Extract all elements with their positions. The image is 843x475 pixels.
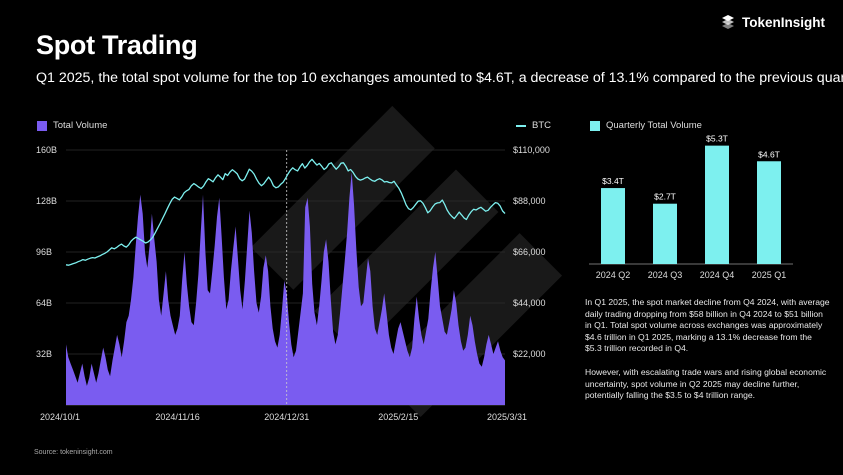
y-right-tick-label: $44,000	[513, 298, 546, 308]
y-left-tick-label: 32B	[36, 349, 52, 359]
y-right-tick-label: $110,000	[513, 145, 550, 155]
bar-category-label: 2025 Q1	[752, 270, 787, 280]
x-tick-label: 2024/11/16	[155, 412, 199, 422]
page-title: Spot Trading	[36, 30, 198, 60]
x-tick-label: 2025/2/15	[378, 412, 418, 422]
bar-value-label: $4.6T	[758, 149, 780, 159]
legend-quarterly: Quarterly Total Volume	[590, 120, 702, 131]
btc-price-line	[65, 158, 506, 266]
x-tick-label: 2025/3/31	[487, 412, 527, 422]
brand-logo: TokenInsight	[720, 14, 825, 30]
page-subtitle: Q1 2025, the total spot volume for the t…	[36, 70, 843, 86]
y-left-tick-label: 160B	[36, 145, 57, 155]
y-right-tick-label: $22,000	[513, 349, 546, 359]
bar-category-label: 2024 Q2	[596, 270, 631, 280]
description-paragraph-1: In Q1 2025, the spot market decline from…	[585, 297, 830, 354]
legend-volume-swatch	[37, 120, 47, 131]
bar-category-label: 2024 Q4	[700, 270, 735, 280]
bar-value-label: $3.4T	[602, 176, 624, 186]
bar	[653, 203, 677, 264]
y-left-tick-label: 96B	[36, 247, 52, 257]
x-tick-label: 2024/10/1	[40, 412, 80, 422]
description-paragraph-2: However, with escalating trade wars and …	[585, 366, 827, 401]
legend-volume-label: Total Volume	[53, 120, 108, 131]
volume-area	[66, 172, 505, 405]
bar	[757, 161, 781, 264]
legend-btc-label: BTC	[532, 120, 551, 131]
bar-value-label: $2.7T	[654, 192, 676, 202]
brand-name: TokenInsight	[742, 14, 825, 30]
description: In Q1 2025, the spot market decline from…	[585, 297, 830, 414]
tokeninsight-logo-icon	[722, 15, 734, 29]
legend-btc-line	[516, 124, 526, 127]
bar	[601, 188, 625, 264]
bar-value-label: $5.3T	[706, 134, 728, 144]
source-note: Source: tokeninsight.com	[34, 449, 113, 456]
legend-total-volume: Total Volume	[37, 120, 107, 131]
legend-quarterly-label: Quarterly Total Volume	[606, 120, 702, 131]
y-left-tick-label: 128B	[36, 196, 57, 206]
legend-btc: BTC	[516, 120, 551, 131]
y-left-tick-label: 64B	[36, 298, 52, 308]
bar-category-label: 2024 Q3	[648, 270, 683, 280]
y-right-tick-label: $88,000	[513, 196, 546, 206]
x-tick-label: 2024/12/31	[264, 412, 309, 422]
bar	[705, 145, 729, 264]
y-right-tick-label: $66,000	[513, 247, 546, 257]
legend-quarterly-swatch	[590, 120, 600, 131]
